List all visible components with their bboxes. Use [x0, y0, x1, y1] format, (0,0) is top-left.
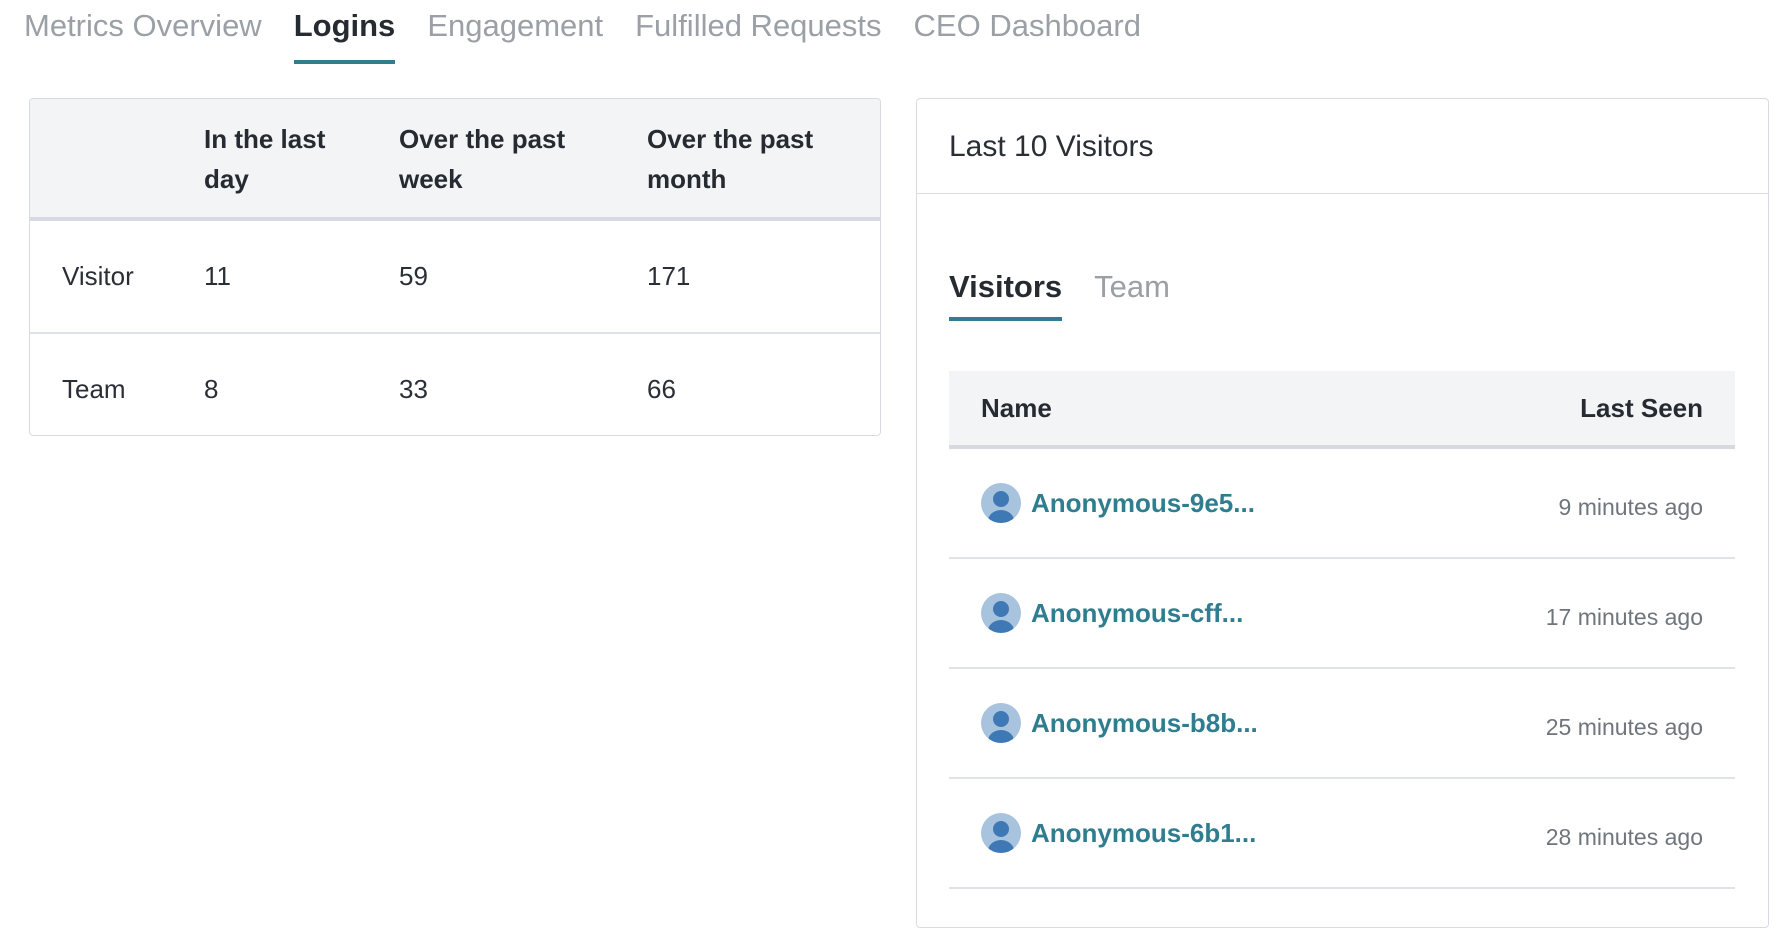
- tab-team[interactable]: Team: [1094, 269, 1170, 304]
- table-row: Anonymous-9e5... 9 minutes ago: [949, 449, 1735, 559]
- cell-value: 59: [399, 219, 647, 334]
- user-avatar-icon: [981, 813, 1021, 853]
- logins-summary-table: In the last day Over the past week Over …: [30, 99, 880, 435]
- last-seen-time: 17 minutes ago: [1545, 603, 1703, 630]
- user-avatar-icon: [981, 593, 1021, 633]
- logins-summary-card: In the last day Over the past week Over …: [29, 98, 881, 436]
- visitor-name[interactable]: Anonymous-6b1...: [1031, 817, 1257, 848]
- visitor-link[interactable]: Anonymous-6b1...: [981, 813, 1256, 853]
- tab-metrics-overview[interactable]: Metrics Overview: [24, 8, 262, 43]
- row-label: Team: [62, 374, 126, 404]
- card-title: Last 10 Visitors: [917, 99, 1768, 194]
- row-label: Visitor: [30, 219, 204, 334]
- tab-ceo-dashboard[interactable]: CEO Dashboard: [913, 8, 1141, 43]
- last-seen-time: 25 minutes ago: [1545, 713, 1703, 740]
- top-nav-tabs: Metrics Overview Logins Engagement Fulfi…: [24, 0, 1141, 68]
- table-header-row: In the last day Over the past week Over …: [30, 99, 880, 221]
- table-row: Anonymous-b8b... 25 minutes ago: [949, 669, 1735, 779]
- last-visitors-card: Last 10 Visitors Visitors Team Name Last…: [916, 98, 1769, 928]
- visitor-name[interactable]: Anonymous-9e5...: [1031, 487, 1255, 518]
- last-seen-time: 9 minutes ago: [1558, 493, 1703, 520]
- visitor-link[interactable]: Anonymous-9e5...: [981, 483, 1255, 523]
- cell-value: 11: [204, 219, 399, 334]
- cell-value: 66: [647, 374, 676, 404]
- last-seen-time: 28 minutes ago: [1545, 823, 1703, 850]
- visitors-table: Name Last Seen Anonymous-9e5... 9 minute…: [949, 371, 1735, 889]
- user-avatar-icon: [981, 483, 1021, 523]
- visitor-name[interactable]: Anonymous-cff...: [1031, 597, 1244, 628]
- visitor-type-tabs: Visitors Team: [949, 267, 1170, 321]
- column-header-name[interactable]: Name: [981, 392, 1052, 423]
- tab-fulfilled-requests[interactable]: Fulfilled Requests: [635, 8, 882, 43]
- tab-logins[interactable]: Logins: [293, 0, 395, 68]
- tab-visitors[interactable]: Visitors: [949, 267, 1063, 321]
- cell-value: 171: [647, 219, 880, 334]
- tab-engagement[interactable]: Engagement: [427, 8, 604, 43]
- user-avatar-icon: [981, 703, 1021, 743]
- column-header-last-day: In the last day: [204, 99, 399, 221]
- visitor-name[interactable]: Anonymous-b8b...: [1031, 707, 1258, 738]
- visitor-link[interactable]: Anonymous-b8b...: [981, 703, 1258, 743]
- column-header-past-week: Over the past week: [399, 99, 647, 221]
- column-header-past-month: Over the past month: [647, 99, 880, 221]
- table-row: Team 8 33 66: [30, 333, 880, 435]
- table-row: Visitor 11 59 171: [30, 219, 880, 334]
- column-header-last-seen[interactable]: Last Seen: [1580, 392, 1703, 423]
- visitor-link[interactable]: Anonymous-cff...: [981, 593, 1243, 633]
- table-row: Anonymous-6b1... 28 minutes ago: [949, 779, 1735, 889]
- cell-value: 33: [399, 374, 428, 404]
- table-row: Anonymous-cff... 17 minutes ago: [949, 559, 1735, 669]
- cell-value: 8: [204, 374, 219, 404]
- column-header-empty: [30, 99, 204, 221]
- table-header-row: Name Last Seen: [949, 371, 1735, 449]
